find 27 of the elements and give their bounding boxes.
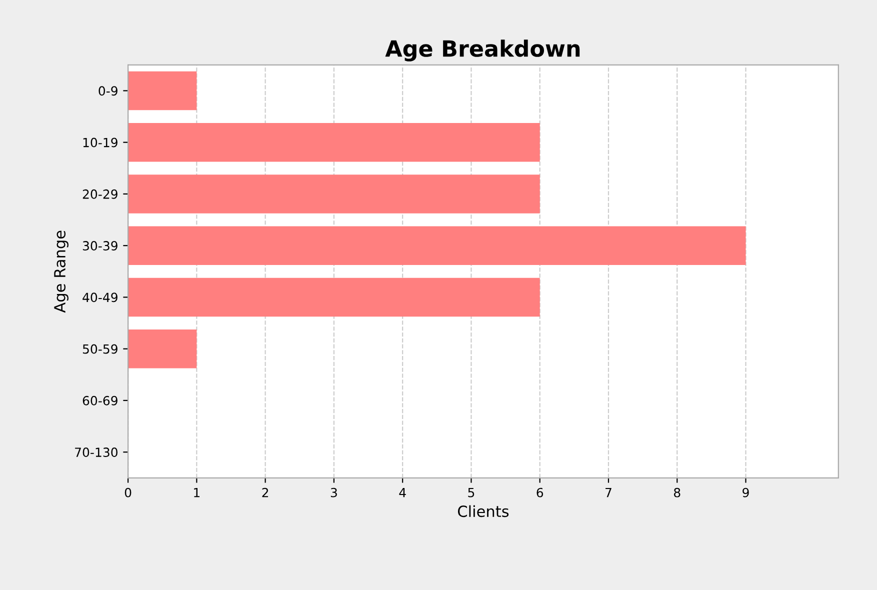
y-tick-label: 10-19: [83, 138, 118, 148]
chart-title: Age Breakdown: [385, 40, 580, 62]
x-axis-title: Clients: [458, 505, 509, 518]
x-tick-label: 3: [330, 488, 337, 498]
y-axis-title: Age Range: [54, 230, 68, 313]
y-tick-label: 30-39: [82, 241, 118, 251]
bar: [128, 278, 540, 317]
y-tick-label: 40-49: [82, 292, 118, 302]
x-tick-label: 0: [124, 488, 132, 498]
x-tick-label: 9: [742, 488, 749, 498]
y-tick-label: 20-29: [82, 189, 118, 199]
x-tick-label: 1: [194, 488, 200, 498]
y-tick-label: 60-69: [82, 396, 118, 406]
bar: [128, 329, 197, 368]
y-tick-label: 50-59: [82, 344, 118, 354]
x-tick-label: 4: [399, 488, 406, 498]
x-tick-label: 7: [606, 488, 612, 498]
y-tick-label: 70-130: [75, 448, 118, 458]
bar: [128, 122, 540, 162]
x-tick-label: 8: [674, 488, 680, 498]
x-tick-label: 2: [262, 488, 268, 498]
bar: [128, 71, 197, 110]
x-tick-label: 5: [468, 488, 474, 498]
y-tick-label: 0-9: [98, 86, 118, 96]
bar: [128, 226, 746, 265]
bar: [128, 174, 540, 214]
x-tick-label: 6: [536, 488, 544, 498]
